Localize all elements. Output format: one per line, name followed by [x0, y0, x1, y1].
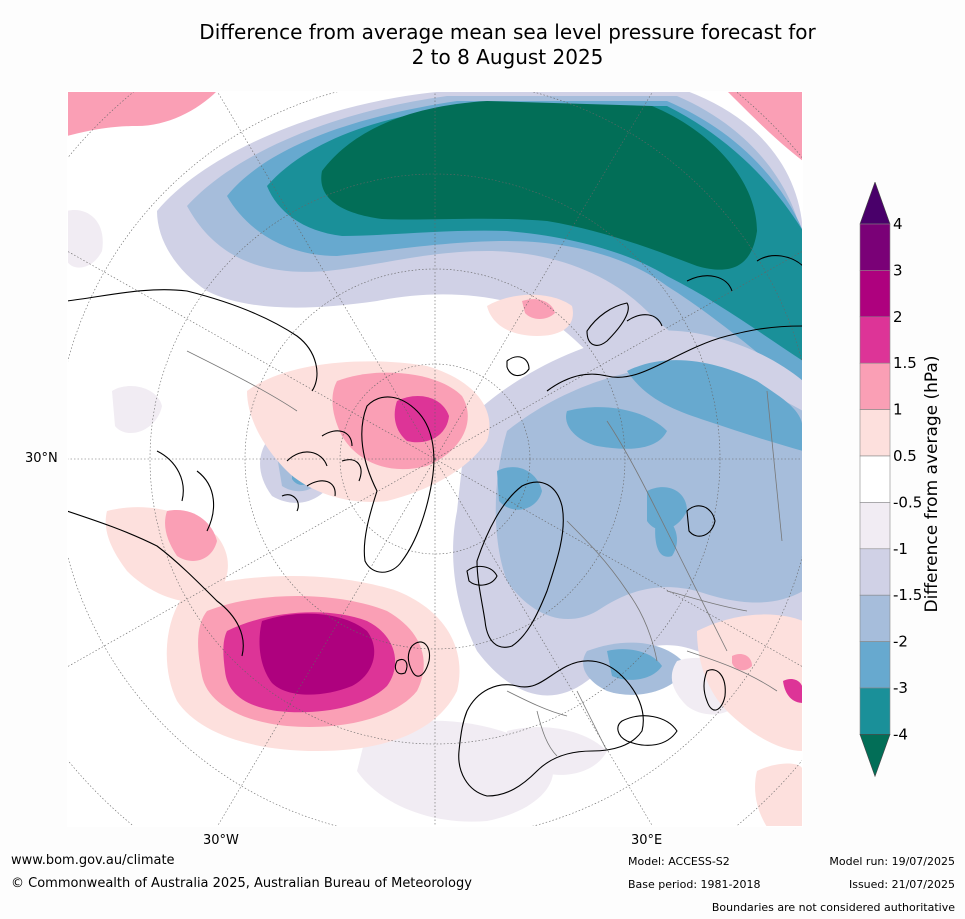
label-lat-30n: 30°N	[25, 451, 58, 466]
colorbar-tick-label: -1	[893, 540, 908, 558]
canadian-archipelago-coast	[281, 430, 362, 512]
map-frame	[67, 91, 803, 827]
colorbar-band	[859, 223, 891, 271]
website-link[interactable]: www.bom.gov.au/climate	[11, 853, 175, 868]
title-line-1: Difference from average mean sea level p…	[199, 20, 816, 44]
colorbar-band	[859, 316, 891, 364]
label-lon-30w: 30°W	[203, 833, 239, 848]
colorbar-band	[859, 362, 891, 410]
colorbar-tick-label: -4	[893, 725, 908, 743]
colorbar-band	[859, 455, 891, 503]
central-asia-coast	[686, 505, 716, 537]
polar-map	[67, 91, 803, 827]
issued-text: Issued: 21/07/2025	[848, 878, 955, 891]
colorbar-band	[859, 270, 891, 318]
caspian-coast	[703, 669, 726, 711]
colorbar-title: Difference from average (hPa)	[922, 355, 942, 613]
colorbar-tick-label: 2	[893, 308, 903, 326]
colorbar-band	[859, 594, 891, 642]
colorbar-tick-label: -2	[893, 633, 908, 651]
boundaries-note: Boundaries are not considered authoritat…	[711, 901, 955, 914]
coastlines	[67, 255, 803, 797]
model-run-text: Model run: 19/07/2025	[829, 855, 955, 868]
label-lon-30e: 30°E	[631, 833, 663, 848]
copyright-text: © Commonwealth of Australia 2025, Austra…	[11, 876, 472, 891]
positive-anomalies	[67, 91, 803, 827]
colorbar-bottom-arrow	[859, 734, 891, 778]
colorbar-tick-label: -1.5	[893, 586, 922, 604]
colorbar-top-arrow	[859, 181, 891, 225]
colorbar-band	[859, 548, 891, 596]
russian-arctic-coast	[546, 255, 803, 392]
colorbar-tick-label: 3	[893, 261, 903, 279]
scandinavia-coast	[476, 481, 564, 648]
colorbar-tick-label: -3	[893, 679, 908, 697]
base-period-text: Base period: 1981-2018	[628, 878, 761, 891]
colorbar-tick-label: 0.5	[893, 447, 917, 465]
colorbar-band	[859, 641, 891, 689]
uk-coast	[394, 641, 431, 677]
colorbar-band	[859, 687, 891, 735]
eurasia-low-anomaly	[453, 330, 803, 696]
title-line-2: 2 to 8 August 2025	[411, 45, 604, 69]
svalbard-coast	[506, 356, 530, 377]
colorbar-tick-label: 4	[893, 215, 903, 233]
greenland-coast	[361, 396, 435, 573]
colorbar-band	[859, 502, 891, 550]
novaya-zemlya-coast	[586, 302, 629, 346]
colorbar-tick-label: 1.5	[893, 354, 917, 372]
country-borders	[186, 350, 783, 757]
graticule	[67, 91, 803, 827]
colorbar-band	[859, 409, 891, 457]
chart-title: Difference from average mean sea level p…	[0, 20, 965, 70]
colorbar-tick-label: 1	[893, 401, 903, 419]
colorbar-tick-label: -0.5	[893, 493, 922, 511]
north-america-coast	[67, 289, 318, 657]
model-text: Model: ACCESS-S2	[628, 855, 730, 868]
black-sea-coast	[617, 715, 678, 746]
colorbar: 4 3 2 1.5 1 0.5 -0.5 -1 -1.5 -2 -3 -4	[855, 181, 965, 782]
